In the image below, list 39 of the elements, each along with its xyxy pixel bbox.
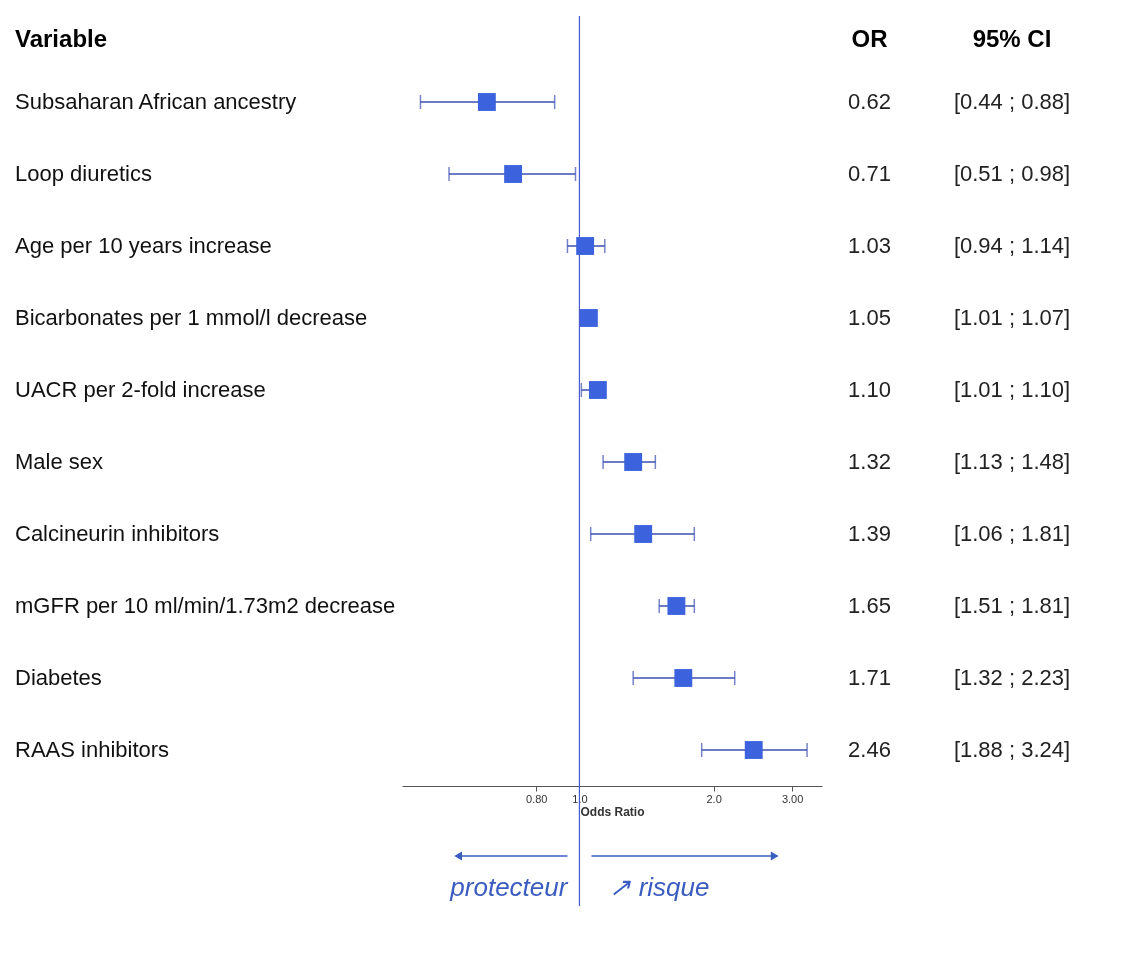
text: [1.88 ; 3.24]	[953, 737, 1071, 762]
text: [1.13 ; 1.48]	[953, 449, 1071, 474]
text: [1.06 ; 1.81]	[953, 521, 1071, 546]
text: 1.05	[848, 305, 891, 330]
text: 1.71	[848, 665, 891, 690]
y-axis-title: Variable	[15, 25, 108, 52]
x-tick-label: 0.80	[526, 792, 548, 805]
x-tick-label: 3.00	[781, 792, 804, 805]
x-tick-label: 2.0	[706, 792, 722, 805]
text: protecteur	[449, 872, 569, 902]
text: [1.01 ; 1.10]	[953, 377, 1071, 402]
text: [0.51 ; 0.98]	[953, 161, 1071, 186]
text: [1.51 ; 1.81]	[953, 593, 1071, 618]
y-tick-label: Male sex	[15, 449, 104, 474]
y-tick-label: Bicarbonates per 1 mmol/l decrease	[15, 305, 368, 330]
y-tick-label: mGFR per 10 ml/min/1.73m2 decrease	[15, 593, 396, 618]
y-tick-label: Diabetes	[15, 665, 102, 690]
text: 1.03	[848, 233, 891, 258]
text: 1.39	[848, 521, 891, 546]
text: 1.65	[848, 593, 891, 618]
text: ↗ risque	[609, 872, 710, 902]
text: 0.71	[848, 161, 891, 186]
y-tick-label: UACR per 2-fold increase	[15, 377, 266, 402]
text: 1.10	[848, 377, 891, 402]
text: 2.46	[848, 737, 891, 762]
x-axis-title: Odds Ratio	[580, 804, 645, 819]
text: [1.32 ; 2.23]	[953, 665, 1071, 690]
text: OR	[851, 25, 888, 52]
text: 0.62	[848, 89, 891, 114]
y-tick-label: Age per 10 years increase	[15, 233, 272, 258]
text: 95% CI	[972, 25, 1052, 52]
text: [0.94 ; 1.14]	[953, 233, 1071, 258]
y-tick-label: RAAS inhibitors	[15, 737, 170, 762]
text: 1.32	[848, 449, 891, 474]
y-tick-label: Calcineurin inhibitors	[15, 521, 220, 546]
y-tick-label: Loop diuretics	[15, 161, 152, 186]
y-tick-label: Subsaharan African ancestry	[15, 89, 297, 114]
text: [0.44 ; 0.88]	[953, 89, 1071, 114]
text: [1.01 ; 1.07]	[953, 305, 1071, 330]
